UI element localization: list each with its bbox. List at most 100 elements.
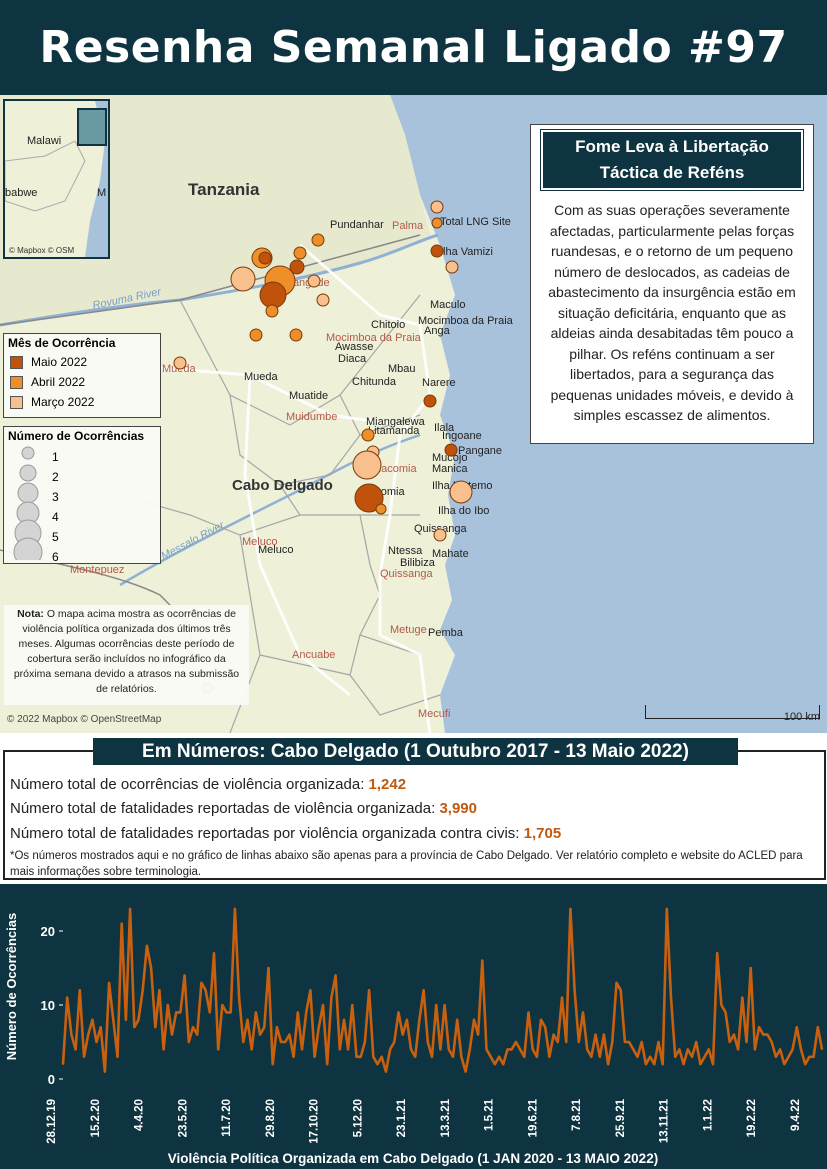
data-point	[116, 1056, 119, 1058]
data-point	[83, 1056, 85, 1058]
place-miangalewa: Miangalewa	[366, 416, 425, 428]
x-tick-label: 7.8.21	[571, 1098, 583, 1131]
legend-month-title: Mês de Ocorrência	[8, 336, 116, 350]
data-point	[137, 1019, 140, 1021]
story-title: Fome Leva à Libertação Táctica de Reféns	[541, 130, 803, 190]
data-point	[263, 1026, 266, 1028]
inset-label-malawi: Malawi	[27, 135, 62, 147]
data-point	[703, 1056, 706, 1058]
legend-count-labels: 1 2 3 4 5 6	[52, 450, 59, 564]
x-tick-label: 29.8.20	[265, 1099, 277, 1137]
place-macomia: Macomia	[360, 486, 405, 498]
inset-label-mozambique: M	[97, 187, 107, 199]
data-point	[188, 1041, 190, 1043]
legend-count: Número de Ocorrências 1 2 3 4 5 6	[3, 426, 161, 564]
data-point	[645, 1063, 647, 1065]
province-label: Cabo Delgado	[232, 477, 333, 494]
data-point	[515, 1041, 517, 1043]
place-chitunda: Chitunda	[352, 376, 397, 388]
scale-bar	[645, 705, 820, 719]
data-point	[141, 989, 144, 991]
data-point	[330, 996, 333, 999]
data-point	[804, 1063, 806, 1065]
note-text: O mapa acima mostra as ocorrências de vi…	[13, 608, 240, 695]
data-point	[355, 1056, 358, 1058]
stat-value: 1,242	[368, 776, 407, 793]
place-ntessa: Ntessa	[388, 545, 423, 557]
data-point	[783, 1063, 786, 1065]
data-point	[175, 1011, 177, 1014]
data-point	[200, 982, 203, 984]
district-label-nangade: Nangade	[285, 277, 330, 289]
data-point	[573, 989, 576, 991]
data-point	[523, 1056, 526, 1058]
legend-count-circles	[13, 446, 43, 560]
data-point	[406, 1019, 408, 1021]
inset-attribution: © Mapbox © OSM	[9, 246, 75, 255]
data-point	[464, 1070, 467, 1073]
x-tick-label: 13.11.21	[659, 1098, 671, 1143]
data-point	[754, 1048, 756, 1051]
data-point	[74, 1048, 77, 1051]
data-point	[393, 1041, 396, 1043]
district-label-ancuabe: Ancuabe	[292, 649, 336, 661]
country-label-tanzania: Tanzania	[188, 180, 260, 199]
x-tick-label: 19.6.21	[527, 1098, 539, 1137]
x-tick-label: 28.12.19	[46, 1099, 58, 1144]
data-point	[578, 1041, 580, 1043]
stat-value: 3,990	[439, 800, 477, 817]
data-point	[687, 1048, 689, 1051]
story-body: Com as suas operações severamente afecta…	[548, 202, 796, 423]
data-point	[255, 1011, 257, 1014]
place-anga: Anga	[424, 325, 450, 337]
place-mucojo: Mucojo	[432, 452, 468, 464]
numbers-panel: Em Números: Cabo Delgado (1 Outubro 2017…	[3, 738, 826, 880]
data-point	[821, 1048, 823, 1051]
data-point	[334, 974, 337, 977]
data-point	[758, 1026, 760, 1028]
data-point	[422, 989, 425, 991]
page-title: Resenha Semanal Ligado #97	[39, 22, 788, 73]
data-point	[104, 1070, 106, 1073]
data-point	[699, 1063, 702, 1065]
map-attribution[interactable]: © 2022 Mapbox © OpenStreetMap	[7, 714, 162, 725]
data-point	[87, 1033, 89, 1036]
place-narere: Narere	[422, 377, 456, 389]
place-total-lng: Total LNG Site	[440, 216, 511, 228]
legend-item-maio: Maio 2022	[4, 352, 160, 372]
data-point	[112, 1019, 115, 1021]
data-point	[682, 1063, 685, 1065]
data-point	[301, 1048, 303, 1051]
data-point	[590, 1056, 593, 1058]
data-point	[221, 1004, 224, 1006]
data-point	[540, 1019, 542, 1021]
place-manica: Manica	[432, 463, 468, 475]
data-point	[271, 1063, 274, 1065]
district-label-metuge: Metuge	[390, 624, 427, 636]
note-label: Nota:	[17, 608, 44, 620]
data-point	[385, 1070, 387, 1073]
data-point	[728, 1041, 731, 1043]
data-point	[796, 1026, 798, 1028]
data-point	[632, 1048, 635, 1051]
data-point	[485, 1048, 488, 1051]
legend-swatch	[10, 375, 23, 389]
district-label-montepuez: Montepuez	[70, 564, 125, 576]
data-point	[808, 1056, 811, 1058]
data-point	[787, 1056, 790, 1058]
legend-month: Mês de Ocorrência Maio 2022 Abril 2022 M…	[3, 333, 161, 418]
x-tick-label: 23.5.20	[177, 1099, 189, 1137]
x-tick-label: 23.1.21	[396, 1098, 408, 1137]
data-point	[548, 1056, 551, 1058]
data-point	[536, 1056, 538, 1058]
place-ingoane: Ingoane	[442, 430, 482, 442]
data-point	[229, 1011, 232, 1014]
data-point	[599, 1056, 601, 1058]
x-tick-label: 19.2.22	[746, 1099, 758, 1137]
data-point	[678, 1048, 681, 1051]
data-point	[724, 1011, 727, 1014]
data-point	[649, 1056, 651, 1058]
data-point	[359, 1056, 362, 1058]
data-point	[66, 996, 68, 999]
data-point	[749, 967, 752, 969]
